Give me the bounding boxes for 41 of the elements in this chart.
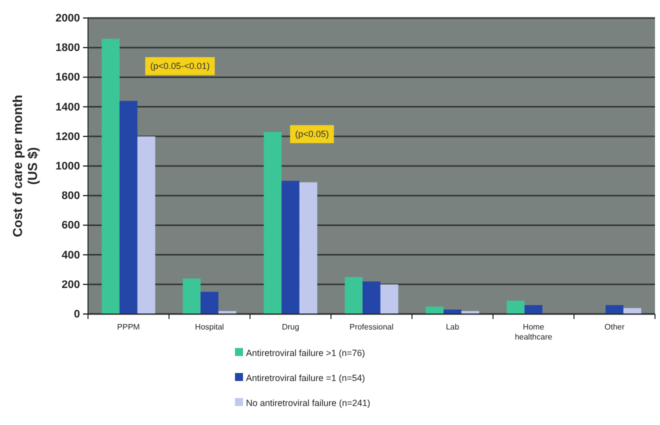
x-tick-label: Drug	[282, 322, 300, 332]
bar	[426, 306, 444, 314]
bar	[344, 277, 363, 314]
y-tick-label: 2000	[56, 12, 80, 25]
x-tick-label: Home healthcare	[514, 322, 553, 342]
y-tick-label: 1200	[56, 130, 80, 143]
x-tick-label: Hospital	[195, 322, 224, 332]
annotation: (p<0.05-<0.01)	[150, 61, 210, 72]
bar	[200, 292, 218, 314]
bar	[120, 100, 138, 314]
bar	[182, 278, 201, 314]
bar	[606, 305, 624, 314]
bar	[524, 305, 542, 314]
bar	[264, 132, 282, 314]
x-tick-label: Other	[604, 322, 625, 332]
y-tick-label: 600	[62, 220, 80, 232]
y-tick-label: 1600	[56, 72, 80, 84]
x-tick-label: Lab	[446, 322, 460, 332]
x-tick-label: Professional	[349, 322, 394, 332]
bar	[362, 281, 380, 314]
y-tick-label: 1000	[56, 160, 80, 173]
x-tick-label: PPPM	[117, 322, 140, 332]
bar	[623, 308, 642, 314]
legend-label: Antiretroviral failure =1 (n=54)	[246, 373, 366, 384]
y-axis-title: Cost of care per month (US $)	[10, 94, 40, 238]
annotation: (p<0.05)	[295, 129, 329, 140]
bar	[444, 310, 462, 314]
y-tick-label: 1400	[56, 101, 80, 114]
y-tick-label: 1800	[56, 42, 80, 54]
y-tick-label: 0	[74, 308, 80, 321]
legend-label: Antiretroviral failure >1 (n=76)	[246, 348, 366, 358]
bar	[137, 136, 156, 314]
y-tick-label: 800	[62, 190, 80, 202]
bar	[102, 38, 120, 314]
y-tick-label: 400	[62, 249, 80, 262]
bar	[299, 182, 318, 314]
bar	[506, 300, 525, 314]
bar	[380, 284, 398, 314]
y-tick-label: 200	[62, 278, 80, 291]
legend-label: No antiretroviral failure (n=241)	[246, 398, 370, 408]
bar	[282, 180, 300, 314]
